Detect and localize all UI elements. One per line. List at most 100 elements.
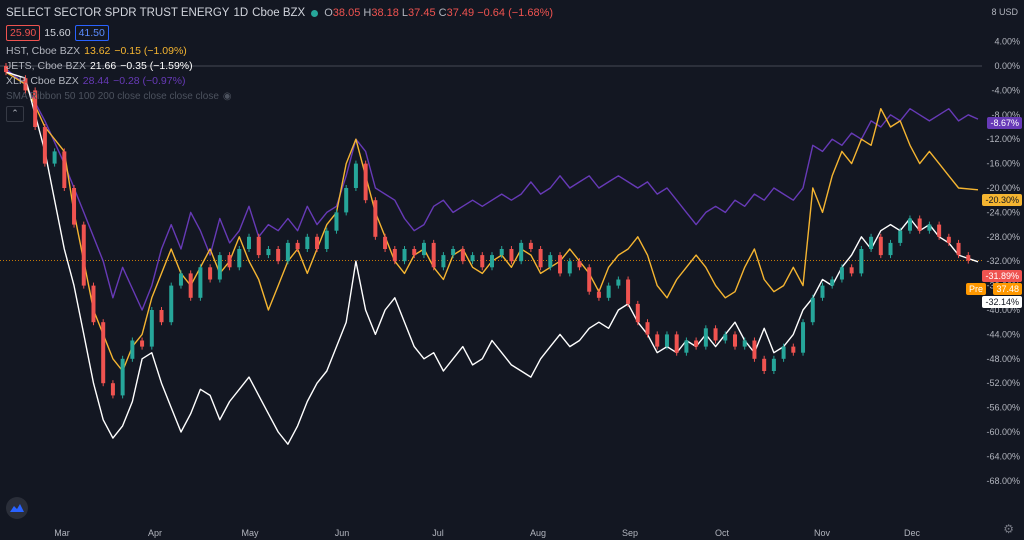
hst-price-tag: -20.30% [982, 194, 1022, 206]
axis-tick-label: -44.00% [986, 329, 1020, 339]
candle-body [451, 249, 456, 256]
axis-tick-label: -24.00% [986, 207, 1020, 217]
axis-tick-label: -28.00% [986, 232, 1020, 242]
pre-market-price-tag: 37.48 [993, 283, 1022, 295]
axis-tick-label: -16.00% [986, 159, 1020, 169]
candle-body [781, 346, 786, 359]
candle-body [363, 163, 368, 201]
candle-body [742, 340, 747, 347]
candle-body [266, 249, 271, 256]
candle-body [733, 334, 737, 347]
candle-body [664, 334, 669, 347]
candle-body [626, 279, 631, 304]
candle-body [101, 322, 106, 384]
candle-body [587, 267, 592, 292]
axis-tick-label: -8.00% [991, 110, 1020, 120]
candle-body [528, 242, 533, 249]
month-label: Oct [715, 528, 730, 538]
candle-body [334, 212, 339, 231]
candle-body [441, 255, 446, 268]
axis-tick-label: -48.00% [986, 354, 1020, 364]
candle-body [72, 188, 77, 225]
ohlc-values: O38.05 H38.18 L37.45 C37.49 −0.64 (−1.68… [324, 7, 554, 19]
month-label: May [241, 528, 259, 538]
sell-button[interactable]: 25.90 [6, 25, 41, 41]
candle-body [159, 310, 164, 323]
candle-body [907, 218, 912, 231]
month-label: Aug [530, 528, 546, 538]
market-status-icon [311, 10, 319, 17]
candle-body [927, 224, 932, 231]
candle-body [830, 279, 835, 286]
candle-body [276, 249, 281, 262]
chevron-up-icon[interactable]: ⌃ [6, 106, 24, 122]
gear-icon[interactable]: ⚙ [1003, 522, 1014, 536]
compare-row-hst[interactable]: HST, Cboe BZX 13.62 −0.15 (−1.09%) [6, 44, 553, 59]
trade-buttons-row: 25.90 15.60 41.50 [6, 25, 553, 41]
candle-body [509, 249, 514, 262]
axis-tick-label: -68.00% [986, 476, 1020, 486]
compare-value: 28.44 [82, 75, 110, 87]
candle-body [849, 267, 854, 274]
compare-symbol: HST, Cboe BZX [6, 45, 81, 57]
candle-body [810, 297, 815, 323]
axis-scale-label[interactable]: 8 USD [991, 7, 1018, 17]
jets-price-tag: -32.14% [982, 296, 1022, 308]
candle-body [169, 285, 174, 323]
candle-body [801, 322, 806, 353]
candle-body [713, 328, 718, 341]
candle-body [130, 340, 135, 359]
candle-body [178, 273, 183, 286]
month-label: Mar [54, 528, 70, 538]
candle-body [937, 224, 942, 237]
exchange-label: Cboe BZX [252, 7, 306, 19]
candle-body [295, 242, 300, 249]
axis-tick-label: -60.00% [986, 427, 1020, 437]
axis-tick-label: -52.00% [986, 378, 1020, 388]
buy-button[interactable]: 41.50 [74, 25, 109, 41]
candle-body [762, 358, 767, 371]
candle-body [373, 200, 378, 237]
price-axis[interactable]: 8 USD [986, 0, 1024, 540]
candle-body [353, 163, 358, 188]
legend-toggle-row: ⌃ [6, 106, 553, 122]
axis-tick-label: -4.00% [991, 85, 1020, 95]
symbol-title[interactable]: SELECT SECTOR SPDR TRUST ENERGY [6, 7, 230, 19]
candle-body [820, 285, 825, 298]
interval-label[interactable]: 1D [233, 7, 249, 19]
indicator-row[interactable]: SMA Ribbon 50 100 200 close close close … [6, 89, 553, 104]
axis-tick-label: -12.00% [986, 134, 1020, 144]
candle-body [684, 340, 689, 353]
compare-row-xlp[interactable]: XLP, Cboe BZX 28.44 −0.28 (−0.97%) [6, 74, 553, 89]
candle-body [421, 242, 426, 256]
candle-body [859, 249, 864, 274]
candle-body [898, 230, 903, 243]
candle-body [460, 249, 465, 262]
axis-tick-label: -56.00% [986, 403, 1020, 413]
candle-body [392, 249, 397, 262]
candle-body [247, 236, 251, 249]
candle-body [878, 236, 883, 256]
candle-body [946, 236, 951, 243]
candle-body [869, 236, 874, 249]
candle-body [917, 218, 922, 231]
tradingview-logo[interactable] [6, 497, 28, 519]
candle-body [227, 255, 232, 268]
candle-body [4, 66, 8, 73]
axis-tick-label: -32.00% [986, 256, 1020, 266]
candle-body [344, 188, 349, 213]
candle-body [412, 249, 417, 256]
candle-body [120, 358, 125, 396]
candle-body [140, 340, 145, 347]
candle-body [315, 236, 320, 249]
candle-body [149, 310, 154, 347]
compare-row-jets[interactable]: JETS, Cboe BZX 21.66 −0.35 (−1.59%) [6, 59, 553, 74]
compare-value: 21.66 [89, 60, 117, 72]
candle-body [237, 249, 242, 268]
axis-tick-label: -40.00% [986, 305, 1020, 315]
candle-body [23, 78, 28, 91]
axis-tick-label: -64.00% [986, 451, 1020, 461]
eye-icon[interactable]: ◉ [222, 91, 232, 102]
candle-body [674, 334, 679, 353]
